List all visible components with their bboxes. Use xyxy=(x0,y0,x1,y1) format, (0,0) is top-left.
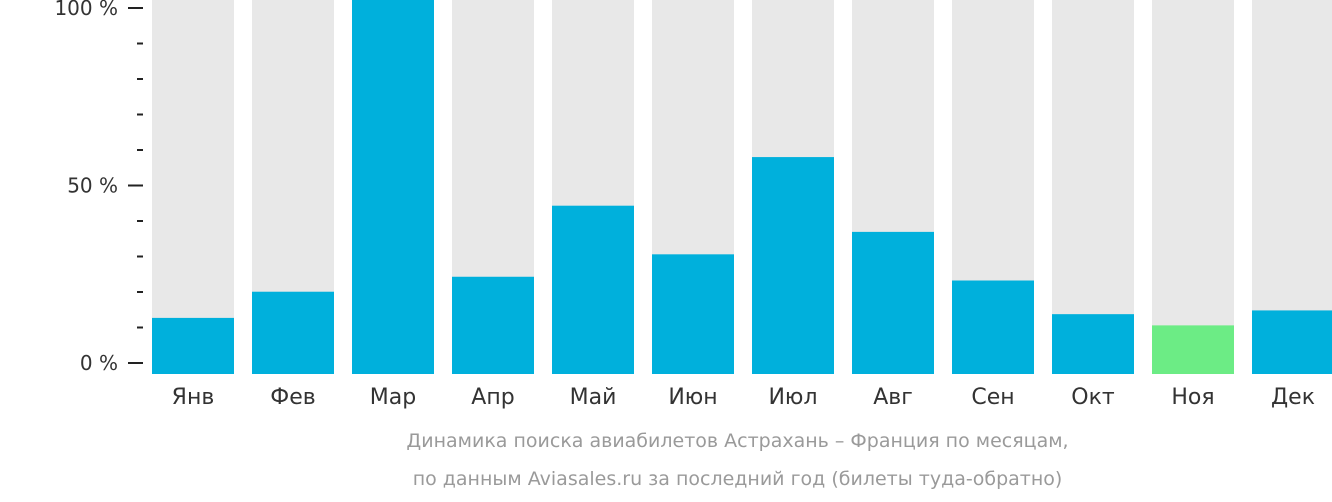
bar xyxy=(1252,310,1332,374)
y-tick-label: 50 % xyxy=(67,174,118,198)
bar xyxy=(652,254,734,374)
bar-background xyxy=(152,0,234,374)
bar xyxy=(752,157,834,374)
bar xyxy=(952,280,1034,374)
bar-background xyxy=(1052,0,1134,374)
x-tick-label: Май xyxy=(570,385,617,410)
x-tick-label: Фев xyxy=(270,385,315,410)
caption-line-2: по данным Aviasales.ru за последний год … xyxy=(412,468,1063,490)
bar xyxy=(252,291,334,374)
bar-chart: 0 % 50 % 100 % Янв Фев Мар Апр Май Июн Июл Авг Сен О… xyxy=(54,0,1332,410)
caption-line-1: Динамика поиска авиабилетов Астрахань – … xyxy=(406,430,1069,452)
x-tick-label: Авг xyxy=(873,385,913,410)
x-tick-label: Янв xyxy=(172,385,215,410)
x-tick-label: Дек xyxy=(1271,385,1315,410)
bar xyxy=(852,231,934,374)
x-tick-label: Июн xyxy=(668,385,717,410)
x-tick-label: Сен xyxy=(971,385,1014,410)
y-tick-label: 100 % xyxy=(54,0,118,20)
x-tick-label: Ноя xyxy=(1171,385,1214,410)
bar xyxy=(1052,314,1134,374)
bar-background xyxy=(1152,0,1234,374)
x-tick-label: Мар xyxy=(370,385,416,410)
bar xyxy=(152,317,234,374)
bar xyxy=(352,0,434,374)
x-tick-label: Окт xyxy=(1071,385,1115,410)
y-tick-label: 0 % xyxy=(80,351,118,375)
x-tick-label: Июл xyxy=(768,385,817,410)
x-tick-label: Апр xyxy=(471,385,514,410)
bar xyxy=(552,205,634,374)
bar xyxy=(452,276,534,374)
bar xyxy=(1152,325,1234,374)
